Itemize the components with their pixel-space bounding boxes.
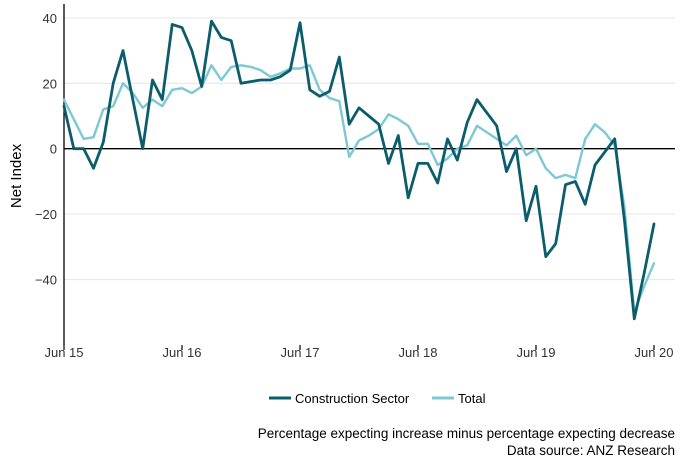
caption-line-1: Percentage expecting increase minus perc…: [258, 426, 675, 441]
y-tick-label: 0: [50, 142, 57, 157]
x-tick-label: Jun 17: [280, 345, 319, 360]
y-axis-title: Net Index: [8, 143, 25, 208]
series-layer: [62, 19, 656, 321]
series-line-total: [62, 64, 656, 314]
y-axis: −40 −20 0 20 40: [35, 11, 57, 288]
legend-label-construction-sector: Construction Sector: [295, 391, 410, 406]
x-tick-label: Jun 19: [516, 345, 555, 360]
x-tick-label: Jun 18: [398, 345, 437, 360]
x-tick-label: Jun 16: [162, 345, 201, 360]
x-tick-label: Jun 15: [44, 345, 83, 360]
y-tick-label: −20: [35, 207, 57, 222]
x-axis: Jun 15 Jun 16 Jun 17 Jun 18 Jun 19 Jun 20: [44, 345, 674, 360]
legend-label-total: Total: [458, 391, 486, 406]
y-tick-label: −40: [35, 273, 57, 288]
x-tick-label: Jun 20: [634, 345, 673, 360]
y-tick-label: 20: [43, 76, 57, 91]
y-tick-label: 40: [43, 11, 57, 26]
caption-line-2: Data source: ANZ Research: [507, 443, 675, 458]
series-line-construction-sector: [62, 19, 656, 321]
legend: Construction Sector Total: [269, 391, 486, 406]
